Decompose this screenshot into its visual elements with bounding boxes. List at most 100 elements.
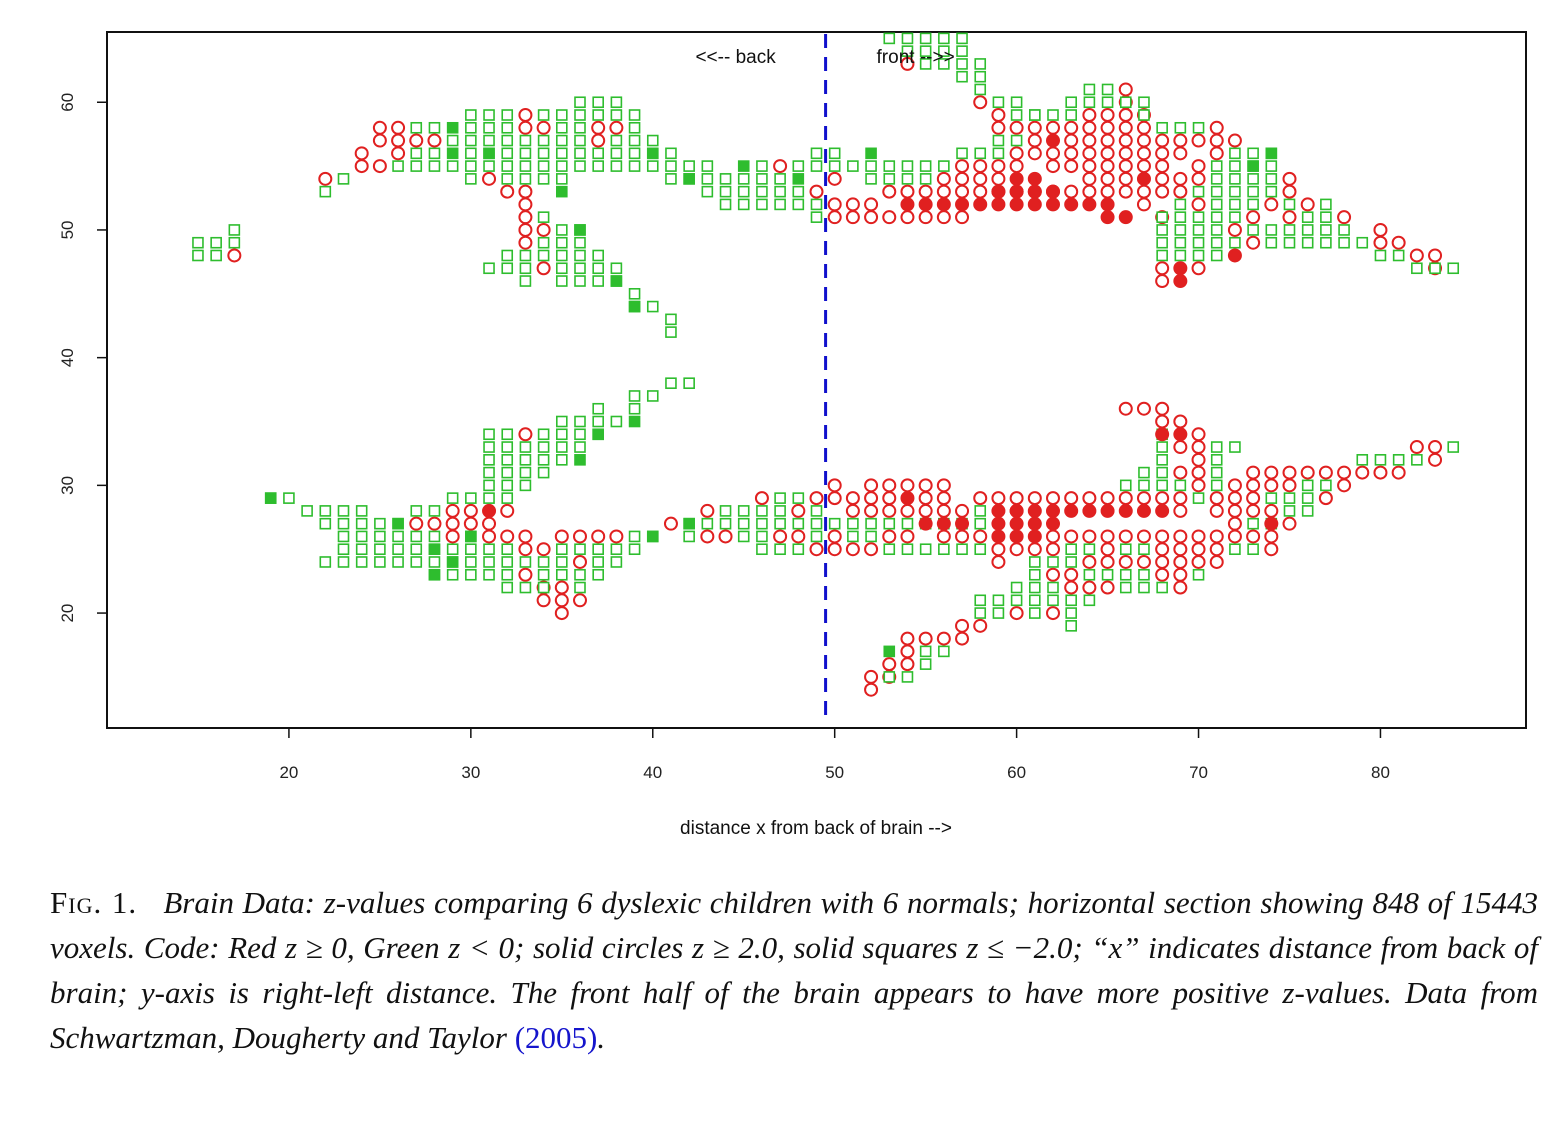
negative-voxel-marker (465, 121, 477, 134)
positive-voxel-marker (1064, 580, 1079, 595)
negative-voxel-marker (592, 568, 604, 581)
positive-voxel-marker (1209, 120, 1224, 135)
citation-link[interactable]: (2005) (514, 1020, 598, 1055)
negative-voxel-marker (337, 173, 350, 185)
positive-voxel-marker (1027, 542, 1042, 557)
negative-voxel-marker (1119, 96, 1132, 109)
negative-voxel-marker (683, 377, 695, 389)
negative-voxel-marker (1138, 543, 1150, 556)
positive-voxel-marker (1082, 120, 1097, 135)
negative-voxel-marker (919, 58, 932, 70)
negative-voxel-marker (774, 173, 786, 185)
significant-negative-voxel-marker (264, 492, 277, 504)
positive-voxel-marker (372, 133, 387, 148)
negative-voxel-marker (355, 556, 368, 568)
negative-voxel-marker (501, 249, 514, 262)
caption-text: Brain Data: z-values comparing 6 dyslexi… (50, 885, 1538, 1055)
positive-voxel-marker (936, 529, 951, 544)
negative-voxel-marker (701, 160, 714, 172)
negative-voxel-marker (1029, 556, 1041, 568)
negative-voxel-marker (592, 147, 604, 160)
positive-voxel-marker (354, 159, 369, 174)
negative-voxel-marker (810, 147, 823, 160)
negative-voxel-marker (1029, 581, 1041, 594)
positive-voxel-marker (1009, 606, 1024, 621)
positive-voxel-marker (1246, 478, 1261, 493)
positive-voxel-marker (1136, 554, 1151, 569)
negative-voxel-marker (1192, 121, 1205, 134)
positive-voxel-marker (882, 210, 897, 225)
positive-voxel-marker (554, 529, 569, 544)
negative-voxel-marker (774, 198, 786, 211)
negative-voxel-marker (1320, 211, 1332, 223)
positive-voxel-marker (482, 516, 497, 531)
negative-voxel-marker (1283, 224, 1296, 236)
positive-voxel-marker (1046, 146, 1060, 161)
positive-voxel-marker (663, 516, 678, 531)
negative-voxel-marker (483, 492, 495, 504)
negative-voxel-marker (192, 249, 204, 262)
negative-voxel-marker (1047, 109, 1059, 121)
negative-voxel-marker (556, 262, 568, 275)
positive-voxel-marker (1100, 171, 1115, 186)
negative-voxel-marker (483, 109, 495, 121)
negative-voxel-marker (501, 492, 514, 504)
positive-voxel-marker (1246, 491, 1261, 506)
negative-voxel-marker (1156, 581, 1168, 594)
negative-voxel-marker (956, 543, 968, 556)
positive-voxel-marker (1282, 478, 1297, 493)
positive-voxel-marker (1118, 133, 1133, 148)
negative-voxel-marker (537, 211, 550, 223)
positive-voxel-marker (1409, 440, 1424, 455)
negative-voxel-marker (1065, 543, 1077, 556)
positive-voxel-marker (445, 503, 460, 518)
negative-voxel-marker (337, 556, 350, 568)
negative-voxel-marker (938, 543, 950, 556)
negative-voxel-marker (1156, 479, 1168, 492)
negative-voxel-marker (428, 160, 441, 172)
significant-positive-voxel-marker (1173, 427, 1188, 442)
negative-voxel-marker (938, 58, 950, 70)
significant-positive-voxel-marker (1027, 503, 1042, 518)
positive-voxel-marker (1118, 108, 1133, 123)
positive-voxel-marker (391, 133, 406, 148)
negative-voxel-marker (992, 134, 1005, 147)
positive-voxel-marker (1064, 491, 1079, 506)
negative-voxel-marker (883, 32, 896, 45)
positive-voxel-marker (1155, 274, 1170, 289)
positive-voxel-marker (1100, 159, 1115, 174)
negative-voxel-marker (1229, 236, 1241, 249)
y-axis: 20 30 40 50 60 (58, 93, 108, 623)
negative-voxel-marker (556, 441, 568, 453)
significant-positive-voxel-marker (1136, 503, 1151, 518)
positive-voxel-marker (882, 478, 897, 493)
negative-voxel-marker (1010, 581, 1023, 594)
negative-voxel-marker (938, 645, 950, 658)
negative-voxel-marker (483, 134, 495, 147)
positive-voxel-marker (1173, 503, 1188, 518)
negative-voxel-marker (792, 517, 805, 530)
positive-voxel-marker (955, 159, 970, 174)
negative-voxel-marker (883, 543, 896, 556)
negative-voxel-marker (1247, 224, 1259, 236)
positive-voxel-marker (1027, 146, 1042, 161)
negative-voxel-marker (1047, 581, 1059, 594)
negative-voxel-marker (1338, 236, 1350, 249)
negative-voxel-marker (1210, 185, 1223, 198)
negative-voxel-marker (610, 543, 623, 556)
significant-positive-voxel-marker (1046, 503, 1060, 518)
negative-voxel-marker (319, 185, 332, 198)
positive-voxel-marker (591, 133, 606, 148)
negative-voxel-marker (1301, 224, 1314, 236)
negative-voxel-marker (901, 32, 914, 45)
negative-voxel-marker (337, 530, 350, 543)
negative-voxel-marker (792, 543, 805, 556)
positive-voxel-marker (918, 503, 933, 518)
significant-positive-voxel-marker (1027, 197, 1042, 212)
positive-voxel-marker (1027, 120, 1042, 135)
y-tick-label: 20 (58, 604, 77, 623)
positive-voxel-marker (1282, 171, 1297, 186)
negative-voxel-marker (1265, 492, 1278, 504)
positive-voxel-marker (1173, 184, 1188, 199)
negative-voxel-marker (1065, 620, 1077, 632)
